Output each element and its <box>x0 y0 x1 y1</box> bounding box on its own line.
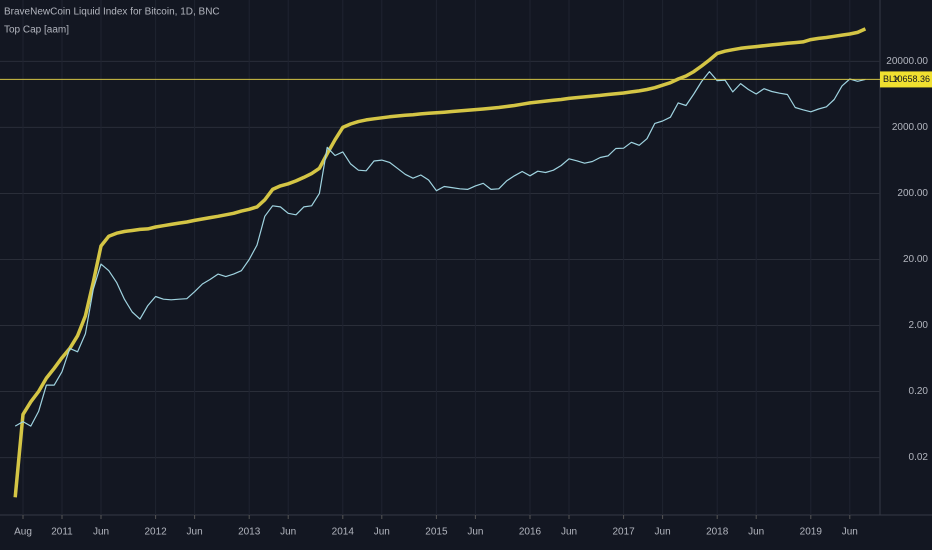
x-tick-label: 2018 <box>706 527 729 538</box>
y-tick-label: 20000.00 <box>886 56 928 67</box>
chart-title: BraveNewCoin Liquid Index for Bitcoin, 1… <box>4 7 220 18</box>
series-line <box>13 27 867 498</box>
y-tick-label: 2000.00 <box>892 122 929 133</box>
x-tick-label: 2012 <box>144 527 167 538</box>
x-tick-label: 2011 <box>51 527 73 538</box>
x-tick-label: 2016 <box>519 527 542 538</box>
x-tick-label: Jun <box>187 527 203 538</box>
y-tick-label: 200.00 <box>897 188 928 199</box>
x-tick-label: Jun <box>93 527 109 538</box>
x-tick-label: Jun <box>842 527 858 538</box>
price-tag <box>880 71 932 88</box>
x-tick-label: Jun <box>467 527 483 538</box>
x-tick-label: Aug <box>14 527 32 538</box>
y-tick-label: 0.02 <box>909 452 929 463</box>
x-tick-label: 2014 <box>332 527 355 538</box>
x-tick-label: 2013 <box>238 527 261 538</box>
plot <box>13 27 867 498</box>
y-tick-label: 2.00 <box>909 320 929 331</box>
x-tick-label: Jun <box>374 527 390 538</box>
y-tick-label: 20.00 <box>903 254 928 265</box>
x-tick-label: Jun <box>280 527 296 538</box>
x-tick-label: Jun <box>748 527 764 538</box>
grid <box>0 0 880 515</box>
x-tick-label: 2015 <box>425 527 448 538</box>
price-tag-value: 10658.36 <box>892 74 930 84</box>
x-tick-label: Jun <box>561 527 577 538</box>
x-tick-label: 2019 <box>800 527 823 538</box>
y-tick-label: 0.20 <box>909 386 929 397</box>
chart-subtitle: Top Cap [aam] <box>4 25 69 36</box>
x-tick-label: Jun <box>655 527 671 538</box>
x-tick-label: 2017 <box>612 527 635 538</box>
series-line <box>14 71 866 427</box>
price-tag-name: BLX <box>883 74 900 84</box>
